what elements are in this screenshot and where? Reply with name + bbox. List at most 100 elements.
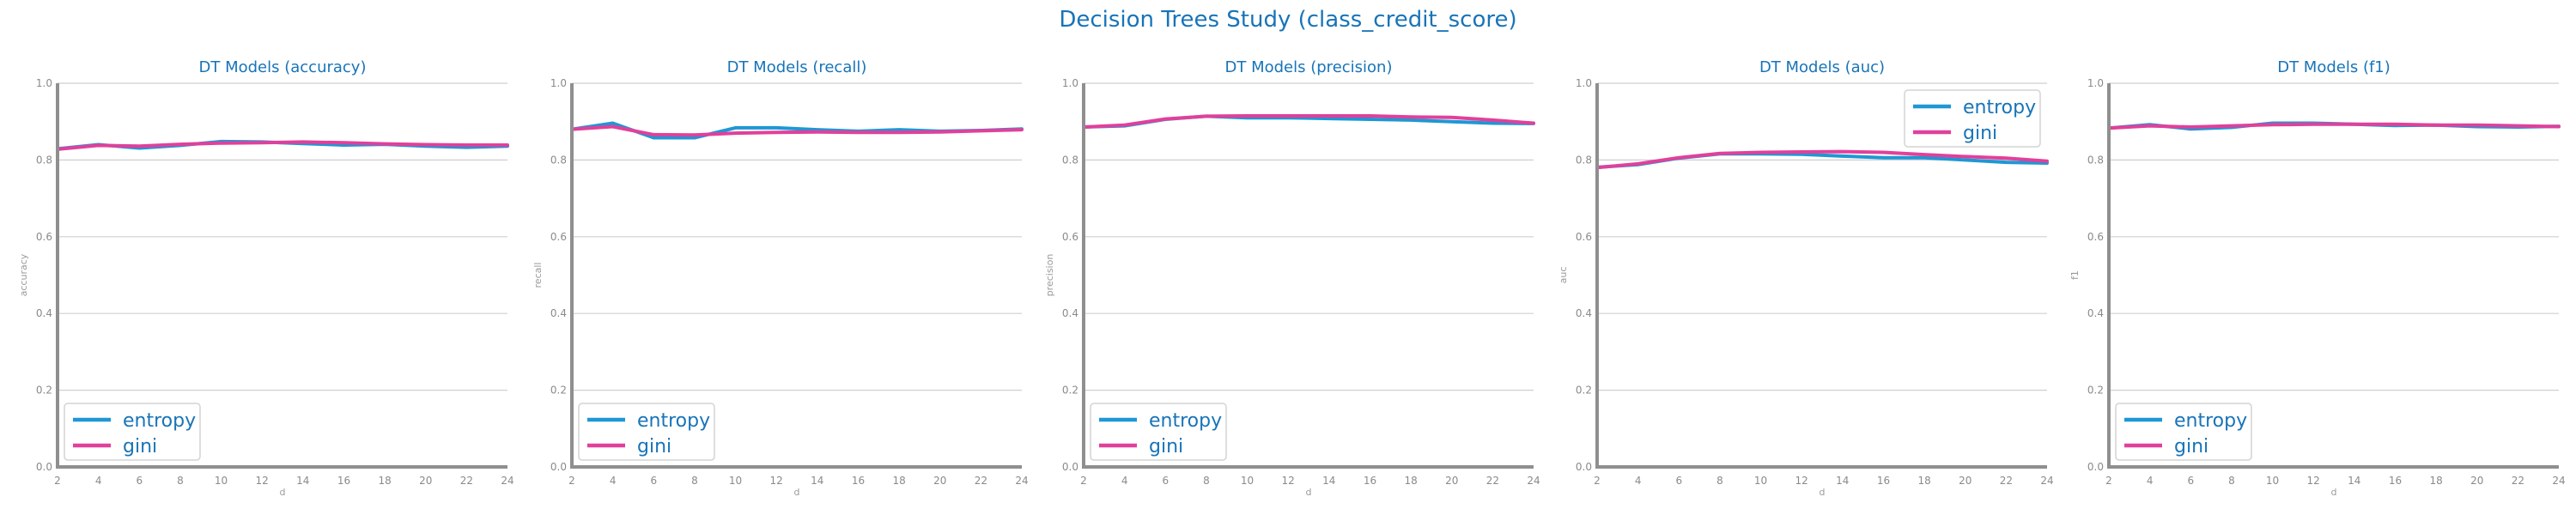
x-axis-label: d xyxy=(794,487,800,498)
x-tick-label: 8 xyxy=(1203,475,1210,487)
y-tick-label: 0.2 xyxy=(1062,385,1078,397)
x-tick-label: 14 xyxy=(1322,475,1335,487)
chart-title: DT Models (auc) xyxy=(1759,58,1885,76)
y-tick-label: 0.2 xyxy=(1576,385,1592,397)
x-tick-label: 22 xyxy=(975,475,987,487)
x-axis-label: d xyxy=(1306,487,1312,498)
x-tick-label: 4 xyxy=(610,475,617,487)
y-tick-label: 0.4 xyxy=(1576,307,1592,319)
x-tick-label: 6 xyxy=(1162,475,1169,487)
chart-panel-3: 0.00.20.40.60.81.02 4 6 8 10 12 14 16 18 20 22 24DT… xyxy=(1044,58,1540,498)
chart-title: DT Models (recall) xyxy=(727,58,867,76)
y-tick-label: 0.6 xyxy=(2087,231,2104,243)
x-tick-label: 16 xyxy=(852,475,865,487)
series-line-gini xyxy=(1082,114,1535,129)
x-tick-label: 2 xyxy=(1080,475,1087,487)
x-tick-label: 8 xyxy=(691,475,698,487)
y-tick-label: 0.0 xyxy=(1576,461,1592,473)
chart-title: DT Models (precision) xyxy=(1225,58,1393,76)
y-tick-label: 1.0 xyxy=(2087,77,2104,89)
y-tick-label: 1.0 xyxy=(1062,77,1078,89)
y-tick-label: 0.2 xyxy=(550,385,567,397)
chart-title: DT Models (f1) xyxy=(2277,58,2391,76)
y-tick-label: 0.6 xyxy=(1062,231,1078,243)
series-line-gini xyxy=(1595,149,2049,170)
x-tick-label: 6 xyxy=(136,475,143,487)
chart-title: DT Models (accuracy) xyxy=(199,58,367,76)
legend: entropy gini xyxy=(1090,403,1227,461)
y-axis-label: accuracy xyxy=(18,253,29,296)
x-tick-label: 22 xyxy=(460,475,473,487)
x-tick-label: 14 xyxy=(296,475,309,487)
x-tick-label: 22 xyxy=(2512,475,2524,487)
x-tick-label: 24 xyxy=(1015,475,1028,487)
x-tick-label: 22 xyxy=(2000,475,2013,487)
legend-label-entropy: entropy xyxy=(637,410,710,432)
x-tick-label: 4 xyxy=(1121,475,1128,487)
x-tick-label: 12 xyxy=(1795,475,1808,487)
chart-panel-2: 0.00.20.40.60.81.02 4 6 8 10 12 14 16 18 20 22 24DT… xyxy=(532,58,1029,498)
x-tick-label: 14 xyxy=(2348,475,2360,487)
y-tick-label: 1.0 xyxy=(550,77,567,89)
x-tick-label: 10 xyxy=(215,475,228,487)
x-tick-label: 22 xyxy=(1486,475,1499,487)
y-tick-label: 0.8 xyxy=(1062,154,1078,166)
x-tick-label: 8 xyxy=(1716,475,1723,487)
y-tick-label: 0.2 xyxy=(36,385,52,397)
x-tick-label: 4 xyxy=(95,475,102,487)
legend-label-gini: gini xyxy=(1963,123,1997,144)
legend-label-gini: gini xyxy=(123,436,157,457)
legend: entropy gini xyxy=(64,403,201,461)
legend-label-gini: gini xyxy=(637,436,671,457)
x-tick-label: 18 xyxy=(1404,475,1417,487)
x-tick-label: 16 xyxy=(2389,475,2402,487)
y-tick-label: 0.8 xyxy=(550,154,567,166)
y-tick-label: 0.0 xyxy=(1062,461,1078,473)
x-tick-label: 6 xyxy=(650,475,657,487)
x-tick-label: 16 xyxy=(337,475,350,487)
x-tick-label: 24 xyxy=(1527,475,1540,487)
y-tick-label: 0.6 xyxy=(550,231,567,243)
legend: entropy gini xyxy=(2115,403,2252,461)
y-tick-label: 0.0 xyxy=(2087,461,2104,473)
y-tick-label: 0.2 xyxy=(2087,385,2104,397)
y-tick-label: 0.6 xyxy=(36,231,52,243)
x-tick-label: 2 xyxy=(2105,475,2112,487)
x-axis-label: d xyxy=(280,487,286,498)
y-tick-label: 0.0 xyxy=(550,461,567,473)
x-tick-label: 10 xyxy=(1241,475,1254,487)
x-tick-label: 12 xyxy=(256,475,269,487)
x-tick-label: 24 xyxy=(2552,475,2565,487)
x-tick-label: 10 xyxy=(2266,475,2279,487)
x-tick-label: 14 xyxy=(1836,475,1849,487)
y-tick-label: 1.0 xyxy=(36,77,52,89)
x-tick-label: 8 xyxy=(177,475,184,487)
x-tick-label: 18 xyxy=(2429,475,2442,487)
y-tick-label: 0.4 xyxy=(36,307,52,319)
x-tick-label: 10 xyxy=(729,475,742,487)
y-tick-label: 0.4 xyxy=(2087,307,2104,319)
y-tick-label: 1.0 xyxy=(1576,77,1592,89)
y-tick-label: 0.8 xyxy=(2087,154,2104,166)
legend-label-entropy: entropy xyxy=(1149,410,1222,432)
x-tick-label: 10 xyxy=(1754,475,1767,487)
x-tick-label: 6 xyxy=(1675,475,1682,487)
x-axis-label: d xyxy=(2331,487,2337,498)
x-tick-label: 12 xyxy=(1282,475,1295,487)
y-axis-label: precision xyxy=(1044,254,1055,297)
y-tick-label: 0.8 xyxy=(1576,154,1592,166)
x-tick-label: 14 xyxy=(811,475,823,487)
x-tick-label: 2 xyxy=(568,475,575,487)
x-tick-label: 6 xyxy=(2187,475,2194,487)
legend-label-entropy: entropy xyxy=(2174,410,2247,432)
x-tick-label: 8 xyxy=(2228,475,2235,487)
x-tick-label: 16 xyxy=(1364,475,1376,487)
x-tick-label: 18 xyxy=(1917,475,1930,487)
x-tick-label: 20 xyxy=(1959,475,1971,487)
y-tick-label: 0.4 xyxy=(550,307,567,319)
x-tick-label: 24 xyxy=(2040,475,2053,487)
series-line-gini xyxy=(570,124,1024,137)
x-tick-label: 12 xyxy=(2307,475,2320,487)
series-line-gini xyxy=(56,140,509,151)
